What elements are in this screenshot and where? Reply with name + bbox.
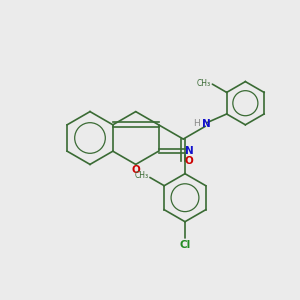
Text: N: N [185,146,194,156]
Text: O: O [184,156,193,166]
Text: N: N [202,119,210,129]
Text: H: H [194,119,200,128]
Text: O: O [132,165,141,175]
Text: CH₃: CH₃ [134,172,148,181]
Text: CH₃: CH₃ [197,79,211,88]
Text: Cl: Cl [179,240,191,250]
